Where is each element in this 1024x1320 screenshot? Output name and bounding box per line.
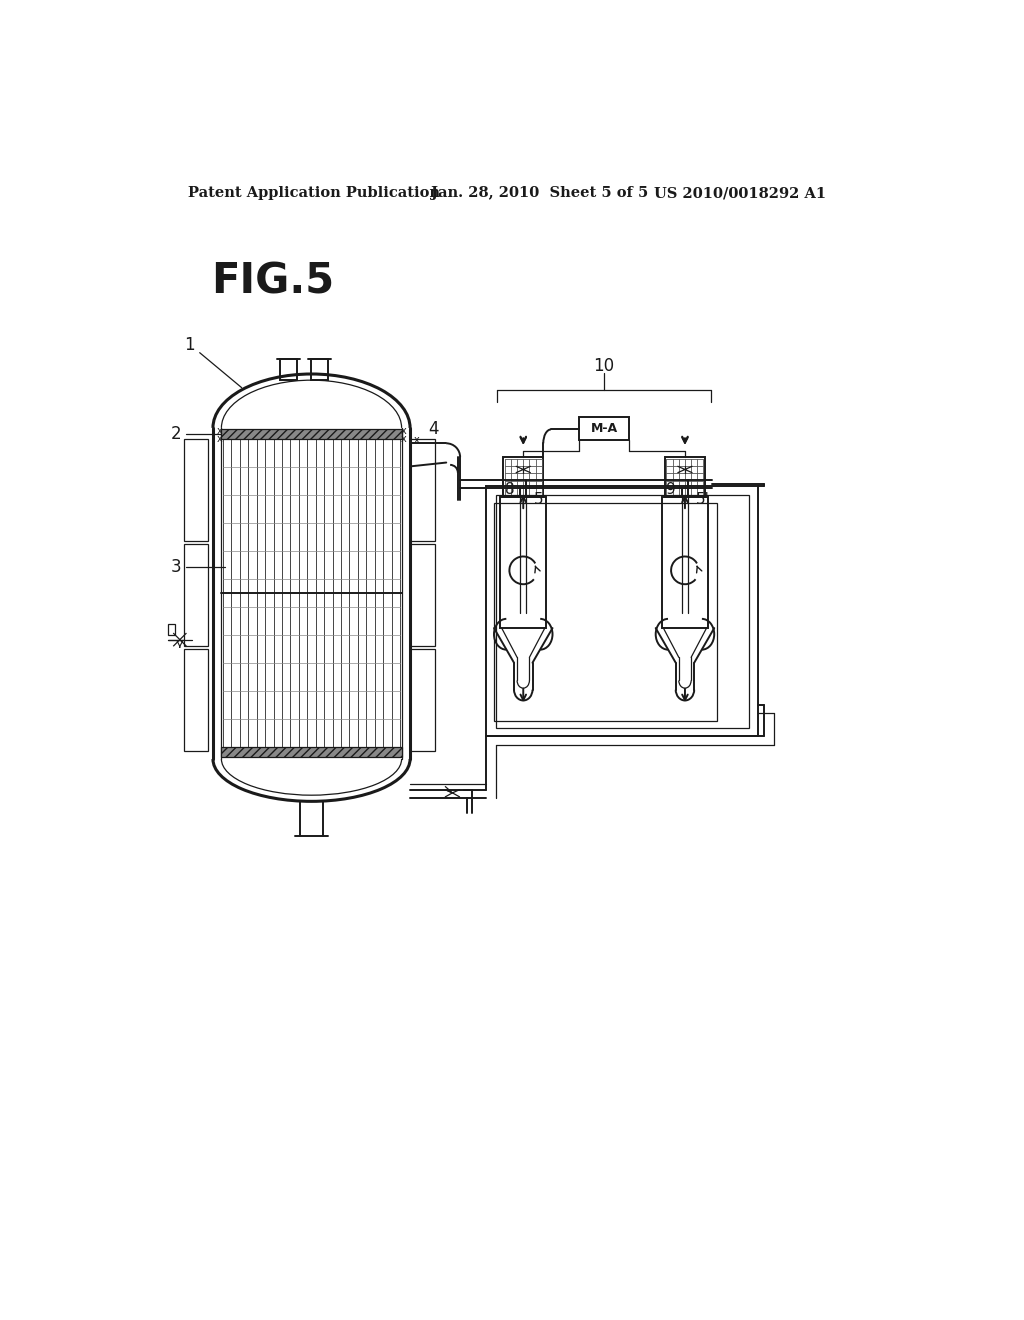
Text: Patent Application Publication: Patent Application Publication: [188, 186, 440, 201]
Bar: [496, 495, 749, 729]
Bar: [662, 498, 708, 628]
Text: x: x: [400, 426, 406, 436]
Bar: [183, 438, 208, 541]
Text: FIG.5: FIG.5: [211, 260, 335, 302]
Bar: [580, 417, 629, 441]
Bar: [183, 544, 208, 645]
Bar: [221, 429, 401, 438]
Bar: [410, 544, 435, 645]
Bar: [503, 457, 544, 498]
Text: x: x: [414, 436, 420, 445]
Bar: [310, 359, 328, 380]
Bar: [168, 624, 175, 635]
Bar: [410, 438, 435, 541]
Text: 4: 4: [428, 421, 438, 438]
Text: 9: 9: [667, 482, 676, 498]
Text: M-A: M-A: [591, 422, 617, 436]
Text: 2: 2: [171, 425, 181, 444]
Bar: [494, 503, 717, 721]
Bar: [183, 649, 208, 751]
Text: 5: 5: [535, 492, 544, 507]
Bar: [221, 747, 401, 758]
Text: 5': 5': [695, 492, 710, 507]
Text: 8: 8: [505, 482, 514, 498]
Text: x: x: [400, 434, 406, 444]
Bar: [486, 486, 758, 737]
Text: x: x: [217, 426, 223, 436]
Bar: [280, 359, 297, 380]
Bar: [665, 457, 705, 498]
Text: 3: 3: [171, 557, 181, 576]
Text: x: x: [217, 434, 223, 444]
Text: 1: 1: [184, 335, 196, 354]
Text: Jan. 28, 2010  Sheet 5 of 5: Jan. 28, 2010 Sheet 5 of 5: [431, 186, 648, 201]
Text: US 2010/0018292 A1: US 2010/0018292 A1: [654, 186, 826, 201]
Bar: [500, 498, 547, 628]
Text: 10: 10: [594, 356, 614, 375]
Bar: [410, 649, 435, 751]
